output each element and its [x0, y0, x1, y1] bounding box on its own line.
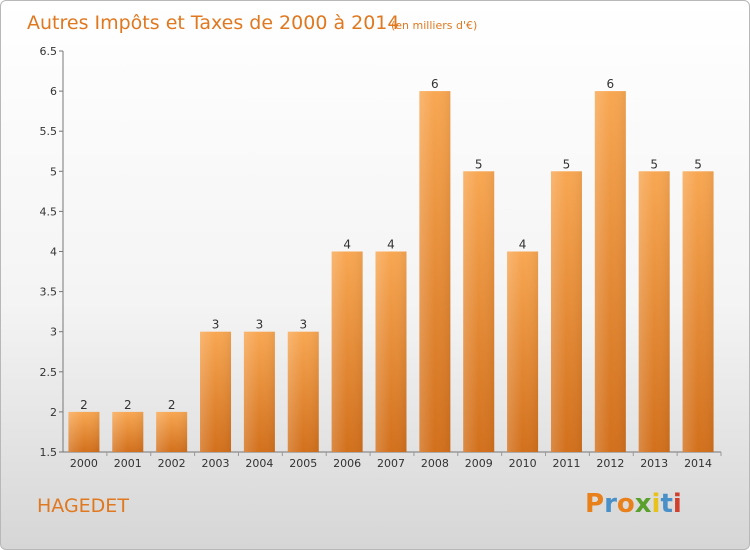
logo-letter: t — [660, 489, 673, 519]
data-label-2001: 2 — [124, 398, 132, 412]
y-tick-label: 2 — [50, 406, 57, 419]
data-label-2013: 5 — [650, 157, 658, 171]
y-ticks: 1.5 2 2.5 3 3.5 4 4.5 5 5.5 6 6.5 — [40, 45, 63, 459]
bar-sheen — [594, 91, 626, 452]
data-label-2012: 6 — [607, 77, 615, 91]
x-tick-label: 2001 — [114, 457, 142, 470]
data-label-2010: 4 — [519, 238, 527, 252]
x-tick-label: 2008 — [421, 457, 449, 470]
data-label-2007: 4 — [387, 238, 395, 252]
bar-sheen — [507, 251, 539, 452]
x-tick-label: 2004 — [245, 457, 273, 470]
y-tick-label: 3.5 — [40, 286, 58, 299]
x-tick-label: 2014 — [684, 457, 712, 470]
data-label-2009: 5 — [475, 157, 483, 171]
bar-sheen — [463, 171, 495, 453]
x-tick-label: 2006 — [333, 457, 361, 470]
x-ticks: 2000 2001 2002 2003 2004 2005 2006 2007 2008 2009… — [70, 452, 722, 470]
bar-sheen — [156, 411, 188, 452]
x-tick-label: 2002 — [158, 457, 186, 470]
bar-sheen — [638, 171, 670, 453]
bar-sheen — [112, 411, 144, 452]
logo-letter: i — [651, 489, 661, 519]
bar-sheen — [243, 331, 275, 452]
x-tick-label: 2009 — [465, 457, 493, 470]
x-tick-label: 2011 — [552, 457, 580, 470]
bar-sheen — [375, 251, 407, 452]
logo-letter: o — [616, 489, 635, 519]
data-label-2000: 2 — [80, 398, 88, 412]
x-tick-label: 2013 — [640, 457, 668, 470]
bar-sheen — [682, 171, 714, 453]
bar-sheen — [68, 411, 100, 452]
data-label-2003: 3 — [212, 318, 220, 332]
chart-title: Autres Impôts et Taxes de 2000 à 2014 — [27, 12, 400, 34]
data-label-2002: 2 — [168, 398, 176, 412]
data-label-2005: 3 — [299, 318, 307, 332]
location-name: HAGEDET — [37, 495, 129, 517]
logo-letter: i — [672, 489, 682, 519]
bar-sheen — [419, 91, 451, 452]
y-tick-label: 4.5 — [40, 205, 58, 218]
x-tick-label: 2007 — [377, 457, 405, 470]
data-label-2008: 6 — [431, 77, 439, 91]
bar-sheen — [287, 331, 319, 452]
x-tick-label: 2005 — [289, 457, 317, 470]
y-tick-label: 6 — [50, 85, 57, 98]
data-label-2011: 5 — [563, 157, 571, 171]
bar-sheen — [331, 251, 363, 452]
data-labels: 2 2 2 3 3 3 4 4 6 5 4 5 6 5 5 — [80, 77, 702, 412]
bar-sheen — [200, 331, 232, 452]
x-tick-label: 2000 — [70, 457, 98, 470]
logo-letter: P — [585, 489, 605, 519]
data-label-2006: 4 — [343, 238, 351, 252]
y-tick-label: 4 — [50, 246, 57, 259]
bars — [68, 91, 714, 453]
x-tick-label: 2010 — [509, 457, 537, 470]
logo-letter: x — [634, 489, 652, 519]
y-tick-label: 5 — [50, 165, 57, 178]
data-label-2014: 5 — [694, 157, 702, 171]
y-tick-label: 6.5 — [40, 45, 58, 58]
y-tick-label: 5.5 — [40, 125, 58, 138]
x-tick-label: 2012 — [596, 457, 624, 470]
proxiti-logo: Proxiti — [585, 489, 682, 519]
logo-letter: r — [604, 489, 617, 519]
y-tick-label: 1.5 — [40, 446, 58, 459]
y-tick-label: 3 — [50, 326, 57, 339]
bar-sheen — [550, 171, 582, 453]
chart-subtitle: (en milliers d'€) — [391, 19, 477, 32]
y-tick-label: 2.5 — [40, 366, 58, 379]
x-tick-label: 2003 — [202, 457, 230, 470]
data-label-2004: 3 — [256, 318, 264, 332]
